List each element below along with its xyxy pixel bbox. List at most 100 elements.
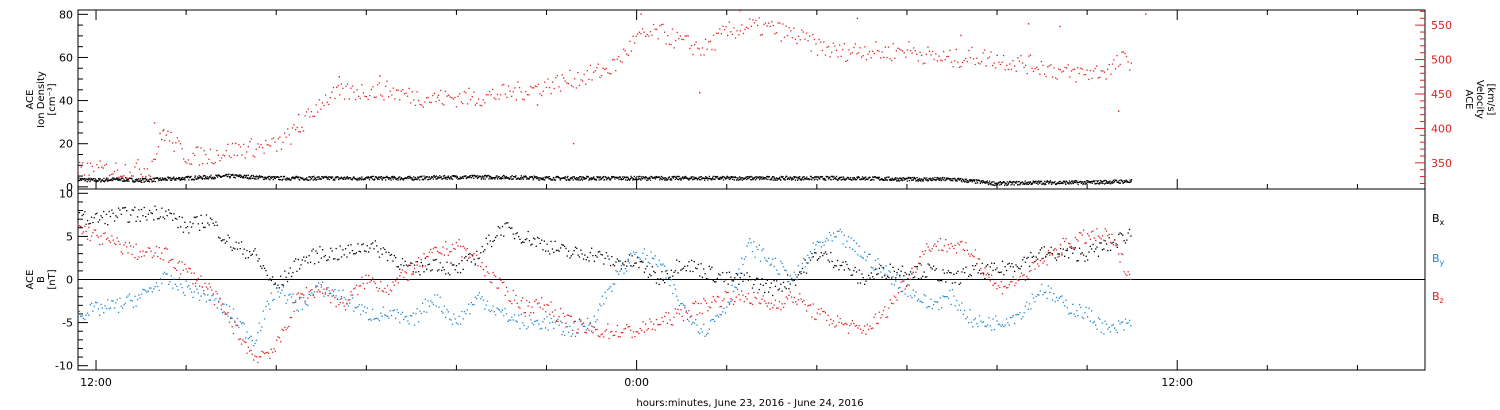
bz-point <box>930 250 932 252</box>
bx-point <box>766 279 768 281</box>
density-point <box>329 176 331 178</box>
velocity-point <box>233 154 235 156</box>
bx-point <box>447 272 449 274</box>
by-point <box>466 309 468 311</box>
by-point <box>258 322 260 324</box>
density-point <box>432 176 434 178</box>
bz-point <box>639 327 641 330</box>
bz-point <box>520 300 522 302</box>
density-point <box>1112 182 1114 184</box>
bx-point <box>989 266 991 268</box>
velocity-point <box>608 72 611 75</box>
bx-point <box>943 272 945 274</box>
by-point <box>570 335 572 337</box>
by-point <box>601 295 604 297</box>
density-point <box>773 177 775 179</box>
density-point <box>772 176 774 178</box>
by-point <box>142 288 144 291</box>
density-point <box>599 176 601 178</box>
by-point <box>234 320 236 322</box>
by-point <box>293 301 295 304</box>
bx-point <box>1004 266 1006 268</box>
velocity-point <box>429 101 431 103</box>
bx-point <box>1039 249 1041 251</box>
by-point <box>778 273 781 275</box>
bx-point <box>1042 257 1044 259</box>
density-point <box>398 177 400 179</box>
by-point <box>539 328 541 330</box>
density-point <box>682 178 685 180</box>
density-point <box>939 178 941 180</box>
bz-point <box>504 294 506 296</box>
velocity-point <box>542 90 544 92</box>
bx-point <box>366 245 368 247</box>
by-point <box>320 286 322 288</box>
density-point <box>1011 181 1013 183</box>
bx-point <box>1050 246 1052 248</box>
density-point <box>206 176 208 178</box>
density-point <box>605 177 607 179</box>
density-point <box>878 176 880 178</box>
by-point <box>84 318 86 321</box>
density-point <box>456 175 458 178</box>
density-point <box>498 176 500 178</box>
density-point <box>1030 183 1032 186</box>
bz-point <box>1019 276 1021 278</box>
density-point <box>100 181 102 183</box>
by-point <box>1087 316 1089 318</box>
bx-point <box>468 253 470 256</box>
density-point <box>581 177 583 179</box>
bx-point <box>1030 252 1032 254</box>
by-point <box>864 251 866 253</box>
velocity-point <box>408 87 410 90</box>
bx-point <box>474 263 476 265</box>
bx-point <box>539 242 541 245</box>
density-point <box>310 178 313 180</box>
by-point <box>236 317 239 320</box>
density-point <box>170 177 172 180</box>
density-point <box>712 176 714 178</box>
bz-point <box>463 247 466 249</box>
density-point <box>1103 180 1105 182</box>
density-point <box>794 176 796 178</box>
velocity-point <box>399 99 401 101</box>
velocity-point <box>716 32 718 34</box>
by-point <box>638 256 640 259</box>
by-point <box>309 294 312 296</box>
bx-point <box>566 255 568 257</box>
density-point <box>858 176 860 179</box>
by-point <box>332 290 335 292</box>
density-point <box>123 179 125 181</box>
by-point <box>616 271 618 273</box>
bx-point <box>627 260 629 262</box>
bz-point <box>709 307 712 309</box>
density-point <box>618 177 620 179</box>
density-point <box>745 177 747 179</box>
density-point <box>681 177 683 179</box>
velocity-point <box>984 49 986 51</box>
velocity-point <box>600 75 603 77</box>
bx-point <box>1082 254 1085 256</box>
velocity-point <box>802 31 804 33</box>
bx-point <box>882 267 885 269</box>
density-point <box>342 177 344 179</box>
velocity-point <box>354 98 357 101</box>
bx-point <box>662 279 664 282</box>
by-point <box>205 301 208 303</box>
density-point <box>895 180 898 182</box>
density-point <box>668 176 671 178</box>
velocity-point <box>1028 55 1030 57</box>
density-point <box>589 177 592 179</box>
velocity-point <box>528 94 530 96</box>
bz-point <box>507 290 509 293</box>
by-point <box>957 309 959 311</box>
bz-point <box>193 272 195 274</box>
bz-point <box>912 271 914 273</box>
density-point <box>742 177 744 179</box>
density-point <box>255 175 258 177</box>
by-point <box>488 309 490 311</box>
by-point <box>685 310 687 312</box>
velocity-point <box>533 87 535 89</box>
bx-point <box>1076 260 1078 262</box>
by-point <box>434 294 436 296</box>
